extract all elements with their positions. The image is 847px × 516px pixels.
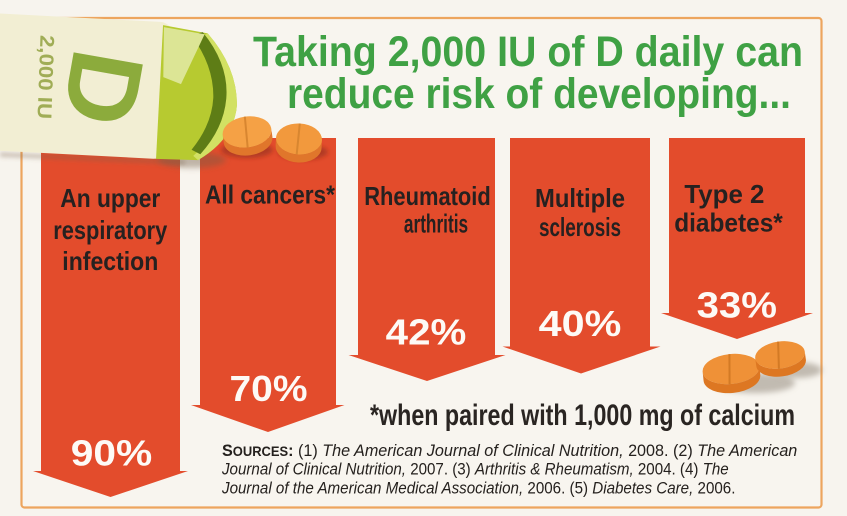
svg-text:90%: 90% bbox=[71, 432, 153, 473]
svg-text:33%: 33% bbox=[697, 284, 777, 325]
svg-text:An upper: An upper bbox=[60, 183, 160, 213]
svg-text:reduce risk of developing...: reduce risk of developing... bbox=[287, 70, 791, 118]
svg-text:All cancers*: All cancers* bbox=[205, 180, 336, 210]
svg-text:Type 2: Type 2 bbox=[684, 179, 764, 209]
svg-text:arthritis: arthritis bbox=[404, 209, 468, 239]
svg-text:sclerosis: sclerosis bbox=[539, 212, 621, 242]
svg-text:Multiple: Multiple bbox=[535, 183, 625, 213]
svg-text:Journal of Clinical Nutrition,: Journal of Clinical Nutrition, 2007. (3)… bbox=[221, 460, 729, 479]
svg-text:Taking 2,000 IU of D daily can: Taking 2,000 IU of D daily can bbox=[253, 28, 803, 76]
svg-text:SOURCES: (1) The American Jour: SOURCES: (1) The American Journal of Cli… bbox=[222, 441, 797, 460]
svg-text:respiratory: respiratory bbox=[53, 215, 167, 245]
svg-text:2,000 IU: 2,000 IU bbox=[33, 35, 58, 120]
svg-text:42%: 42% bbox=[386, 311, 467, 352]
svg-text:Rheumatoid: Rheumatoid bbox=[364, 181, 491, 211]
svg-text:infection: infection bbox=[62, 246, 158, 276]
svg-text:40%: 40% bbox=[539, 303, 622, 344]
svg-text:*when paired with 1,000 mg of: *when paired with 1,000 mg of calcium bbox=[370, 399, 795, 432]
svg-text:diabetes*: diabetes* bbox=[674, 208, 783, 238]
svg-text:Journal of the American Medica: Journal of the American Medical Associat… bbox=[221, 479, 735, 498]
svg-text:70%: 70% bbox=[230, 368, 308, 409]
